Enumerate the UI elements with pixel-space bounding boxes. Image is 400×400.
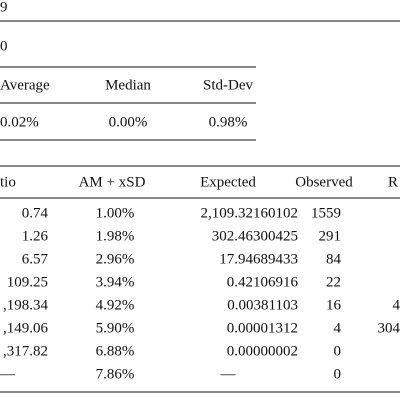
table-cell: 4.92% <box>96 297 135 313</box>
table-cell: 0 <box>334 343 342 359</box>
table-cell: ,198.34 <box>3 297 49 313</box>
table-header: AM + xSD <box>79 174 146 190</box>
table-cell: 3.94% <box>96 274 135 290</box>
summary-cell: 0.02% <box>0 114 39 130</box>
table-cell: 0 <box>334 366 342 382</box>
table-header: Expected <box>200 174 256 190</box>
table-cell: 302.46300425 <box>212 228 298 244</box>
table-cell: 0.42106916 <box>227 274 299 290</box>
summary-header: Average <box>0 77 50 93</box>
document-title: 9 <box>0 0 8 15</box>
summary-cell: 0.98% <box>209 114 248 130</box>
table-cell: 291 <box>319 228 342 244</box>
section-title: 0 <box>0 38 8 54</box>
table-cell: 6.88% <box>96 343 135 359</box>
table-cell: 2,109.32160102 <box>201 205 299 221</box>
summary-cell: 0.00% <box>109 114 148 130</box>
table-cell: 6.57 <box>22 251 49 267</box>
table-cell: 304 <box>378 320 400 336</box>
table-cell: 22 <box>326 274 341 290</box>
table-cell: 1.00% <box>96 205 135 221</box>
table-cell: 0.00381103 <box>227 297 298 313</box>
table-cell: 4 <box>393 297 400 313</box>
table-cell: 4 <box>334 320 342 336</box>
table-cell: — <box>0 366 16 382</box>
table-cell: 0.00000002 <box>227 343 298 359</box>
table-cell: 17.94689433 <box>219 251 298 267</box>
table-header: R <box>388 174 398 190</box>
summary-header: Std-Dev <box>203 77 253 93</box>
table-header: Observed <box>295 174 353 190</box>
table-cell: ,317.82 <box>3 343 48 359</box>
table-cell: 1559 <box>311 205 341 221</box>
table-cell: ,149.06 <box>3 320 49 336</box>
table-cell: — <box>220 366 237 382</box>
table-cell: 0.74 <box>22 205 49 221</box>
table-cell: 1.26 <box>22 228 49 244</box>
table-cell: 1.98% <box>96 228 135 244</box>
summary-header: Median <box>105 77 151 93</box>
table-cell: 109.25 <box>7 274 48 290</box>
table-cell: 0.00001312 <box>227 320 298 336</box>
table-cell: 2.96% <box>96 251 135 267</box>
table-cell: 5.90% <box>96 320 135 336</box>
table-cell: 7.86% <box>96 366 135 382</box>
table-header: tio <box>0 174 16 190</box>
table-cell: 16 <box>326 297 342 313</box>
table-cell: 84 <box>326 251 342 267</box>
